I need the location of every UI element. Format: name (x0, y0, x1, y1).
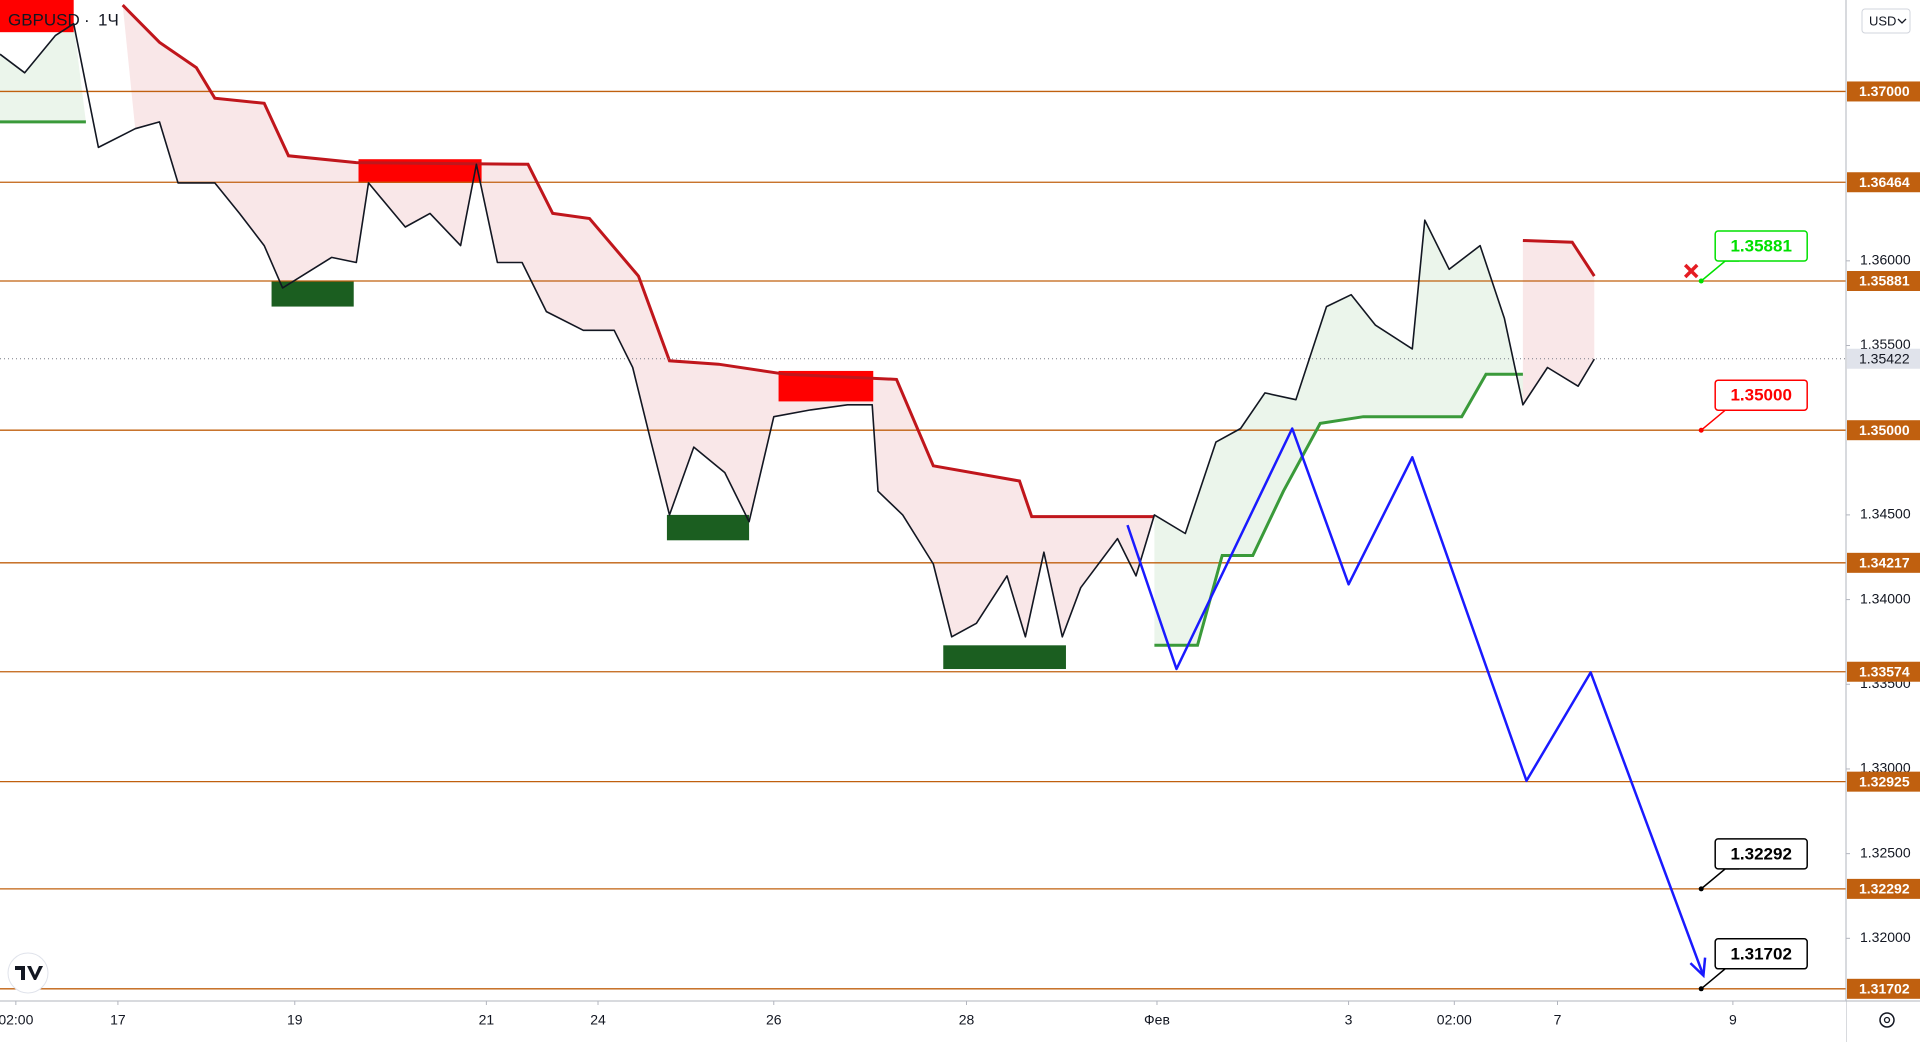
callout-pointer (1700, 260, 1740, 282)
zone (358, 159, 482, 183)
callout-label: 1.32292 (1730, 844, 1791, 863)
callout-box (1714, 838, 1808, 870)
zone (666, 514, 750, 541)
y-tick-label: 1.32500 (1860, 844, 1911, 860)
y-tick-label: 1.34000 (1860, 590, 1911, 606)
callout-label: 1.35000 (1730, 386, 1791, 405)
gear-hub (1883, 1016, 1891, 1024)
level-label: 1.33574 (1859, 663, 1910, 679)
logo-circle[interactable] (7, 952, 49, 994)
chevron (1897, 18, 1907, 24)
trend-fill (1154, 220, 1523, 646)
level-label-box (1847, 661, 1920, 682)
level-label: 1.37000 (1859, 83, 1910, 99)
level-label: 1.34217 (1859, 555, 1910, 571)
last-price-box (1847, 348, 1920, 369)
arrow-head (1689, 957, 1707, 979)
trend-line (1522, 239, 1596, 277)
trend-fill (0, 23, 86, 122)
tv-logo[interactable] (7, 952, 49, 994)
symbol-header: GBPUSD · 1Ч (8, 10, 119, 29)
callout-pointer (1700, 868, 1740, 890)
level-label-box (1847, 878, 1920, 899)
y-tick-label: 1.36000 (1860, 252, 1911, 268)
zone (271, 281, 354, 307)
level-label: 1.32925 (1859, 773, 1910, 789)
separator: · (84, 10, 90, 29)
zone (0, 0, 74, 33)
zone (943, 645, 1066, 670)
x-tick-label: 9 (1729, 1012, 1737, 1028)
callout-label: 1.35881 (1730, 236, 1791, 255)
price-line (0, 22, 1595, 638)
x-tick-label: 02:00 (1437, 1012, 1472, 1028)
x-tick-label: 7 (1554, 1012, 1562, 1028)
currency-button[interactable] (1861, 8, 1911, 34)
level-label: 1.31702 (1859, 981, 1910, 997)
y-tick-label: 1.35500 (1860, 336, 1911, 352)
y-tick-label: 1.32000 (1860, 929, 1911, 945)
level-label-box (1847, 270, 1920, 291)
x-tick-label: 17 (110, 1012, 126, 1028)
x-tick-label: 3 (1345, 1012, 1353, 1028)
trend-fill (1522, 240, 1595, 405)
level-label-box (1847, 81, 1920, 102)
x-tick-label: 02:00 (0, 1012, 34, 1028)
gear[interactable] (1879, 1012, 1895, 1028)
x-tick-label: 26 (766, 1012, 782, 1028)
callout-pointer (1700, 409, 1740, 431)
x-tick-label: 28 (959, 1012, 975, 1028)
currency-selector[interactable]: USD (1861, 8, 1911, 34)
settings-button[interactable] (1879, 1012, 1895, 1028)
callout-box (1714, 379, 1808, 411)
logo-mark (15, 966, 43, 980)
level-label: 1.35881 (1859, 273, 1910, 289)
last-price-label: 1.35422 (1859, 350, 1910, 366)
level-label-box (1847, 172, 1920, 193)
time-axis-panel (0, 1001, 1846, 1042)
symbol: GBPUSD (8, 10, 80, 29)
close-marker (1683, 263, 1699, 279)
trend-fill (122, 5, 1155, 637)
x-tick-label: 19 (287, 1012, 303, 1028)
interval: 1Ч (98, 10, 119, 29)
projection-line (1126, 427, 1705, 977)
trend-line (121, 4, 1155, 519)
callout-box (1714, 230, 1808, 262)
x-tick-label: Фев (1144, 1012, 1170, 1028)
callout-label: 1.31702 (1730, 944, 1791, 963)
level-label: 1.36464 (1859, 174, 1910, 190)
level-label: 1.32292 (1859, 881, 1910, 897)
y-tick-label: 1.34500 (1860, 506, 1911, 522)
level-label-box (1847, 420, 1920, 441)
callout-box (1714, 938, 1808, 970)
level-label: 1.35000 (1859, 422, 1910, 438)
plot-area: 1.35881 1.35000 1.32292 1.31702 (0, 0, 1846, 992)
x-tick-label: 21 (479, 1012, 495, 1028)
callout-pointer (1700, 968, 1740, 990)
x-tick-label: 24 (590, 1012, 606, 1028)
level-label-box (1847, 978, 1920, 999)
level-label-box (1847, 552, 1920, 573)
level-label-box (1847, 771, 1920, 792)
currency[interactable]: USD (1869, 13, 1896, 28)
